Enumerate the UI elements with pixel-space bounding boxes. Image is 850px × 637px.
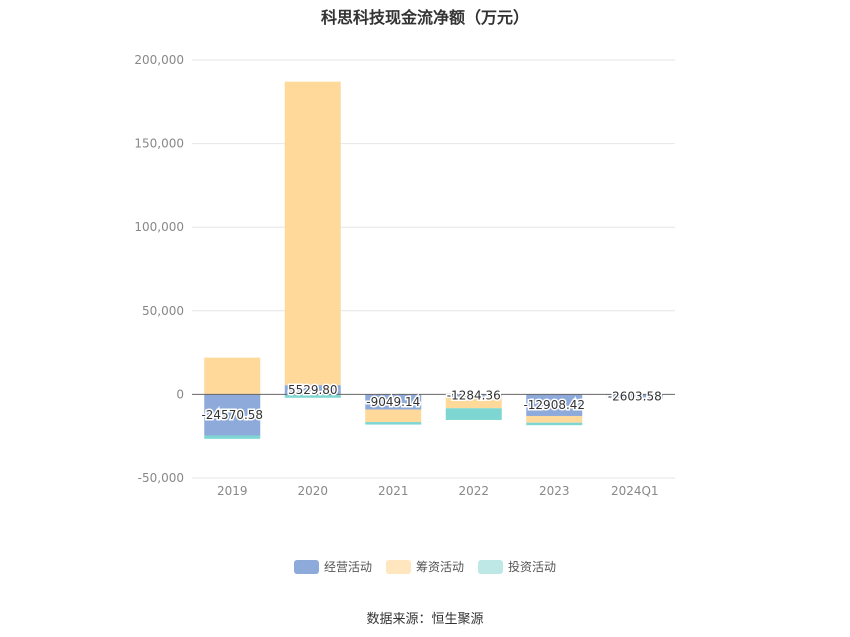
bar-segment (526, 394, 583, 416)
chart-title: 科思科技现金流净额（万元） (320, 8, 529, 27)
x-tick-label: 2023 (539, 484, 570, 498)
bar-segment (606, 394, 663, 399)
legend-item-operating[interactable]: 经营活动 (293, 558, 372, 575)
data-label: -9049.14 (366, 395, 420, 409)
y-axis-ticks: 200,000 150,000 100,000 50,000 0 -50,000 (134, 53, 184, 485)
data-label: 5529.80 (288, 383, 338, 397)
bar-segment (526, 422, 583, 426)
grid-lines (192, 59, 675, 479)
legend: 经营活动 筹资活动 投资活动 (0, 558, 850, 575)
x-tick-label: 2021 (378, 484, 409, 498)
y-tick-label: 150,000 (134, 137, 184, 151)
bar-segment (445, 396, 502, 409)
bar-segment (365, 409, 422, 423)
x-tick-label: 2020 (297, 484, 328, 498)
data-label: -1284.36 (447, 388, 501, 402)
bar-segment (526, 415, 583, 423)
bar-segment (204, 394, 261, 436)
bar-segment (365, 422, 422, 425)
legend-label-operating: 经营活动 (323, 560, 372, 574)
legend-label-investing: 投资活动 (508, 560, 557, 574)
legend-swatch-financing (385, 559, 411, 574)
y-tick-label: 200,000 (134, 53, 184, 67)
bars (204, 81, 663, 439)
y-tick-label: -50,000 (138, 471, 184, 485)
data-label: -12908.42 (523, 398, 585, 412)
data-label: -2603.58 (608, 390, 662, 404)
x-tick-label: 2022 (458, 484, 489, 498)
legend-label-financing: 筹资活动 (415, 560, 464, 574)
source-note: 数据来源：恒生聚源 (366, 612, 484, 627)
bar-segment (365, 394, 422, 410)
bar-segment (284, 81, 341, 386)
legend-item-financing[interactable]: 筹资活动 (385, 558, 464, 575)
bar-segment (284, 385, 341, 395)
legend-swatch-investing (478, 559, 503, 574)
x-tick-label: 2019 (217, 484, 248, 498)
legend-swatch-operating (293, 559, 319, 574)
bar-segment (204, 357, 261, 395)
y-tick-label: 50,000 (142, 304, 184, 318)
y-tick-label: 100,000 (134, 220, 184, 234)
y-tick-label: 0 (176, 387, 184, 401)
bar-segment (204, 435, 261, 439)
data-label: -24570.58 (201, 408, 263, 422)
x-axis-ticks: 2019 2020 2021 2022 2023 2024Q1 (217, 484, 659, 498)
x-tick-label: 2024Q1 (611, 484, 659, 498)
data-labels: -24570.58 5529.80 -9049.14 -1284.36 -12908.4… (200, 381, 663, 423)
bar-segment (445, 394, 502, 397)
bar-segment (445, 408, 502, 420)
legend-item-investing[interactable]: 投资活动 (478, 558, 556, 575)
bar-segment (284, 394, 341, 398)
